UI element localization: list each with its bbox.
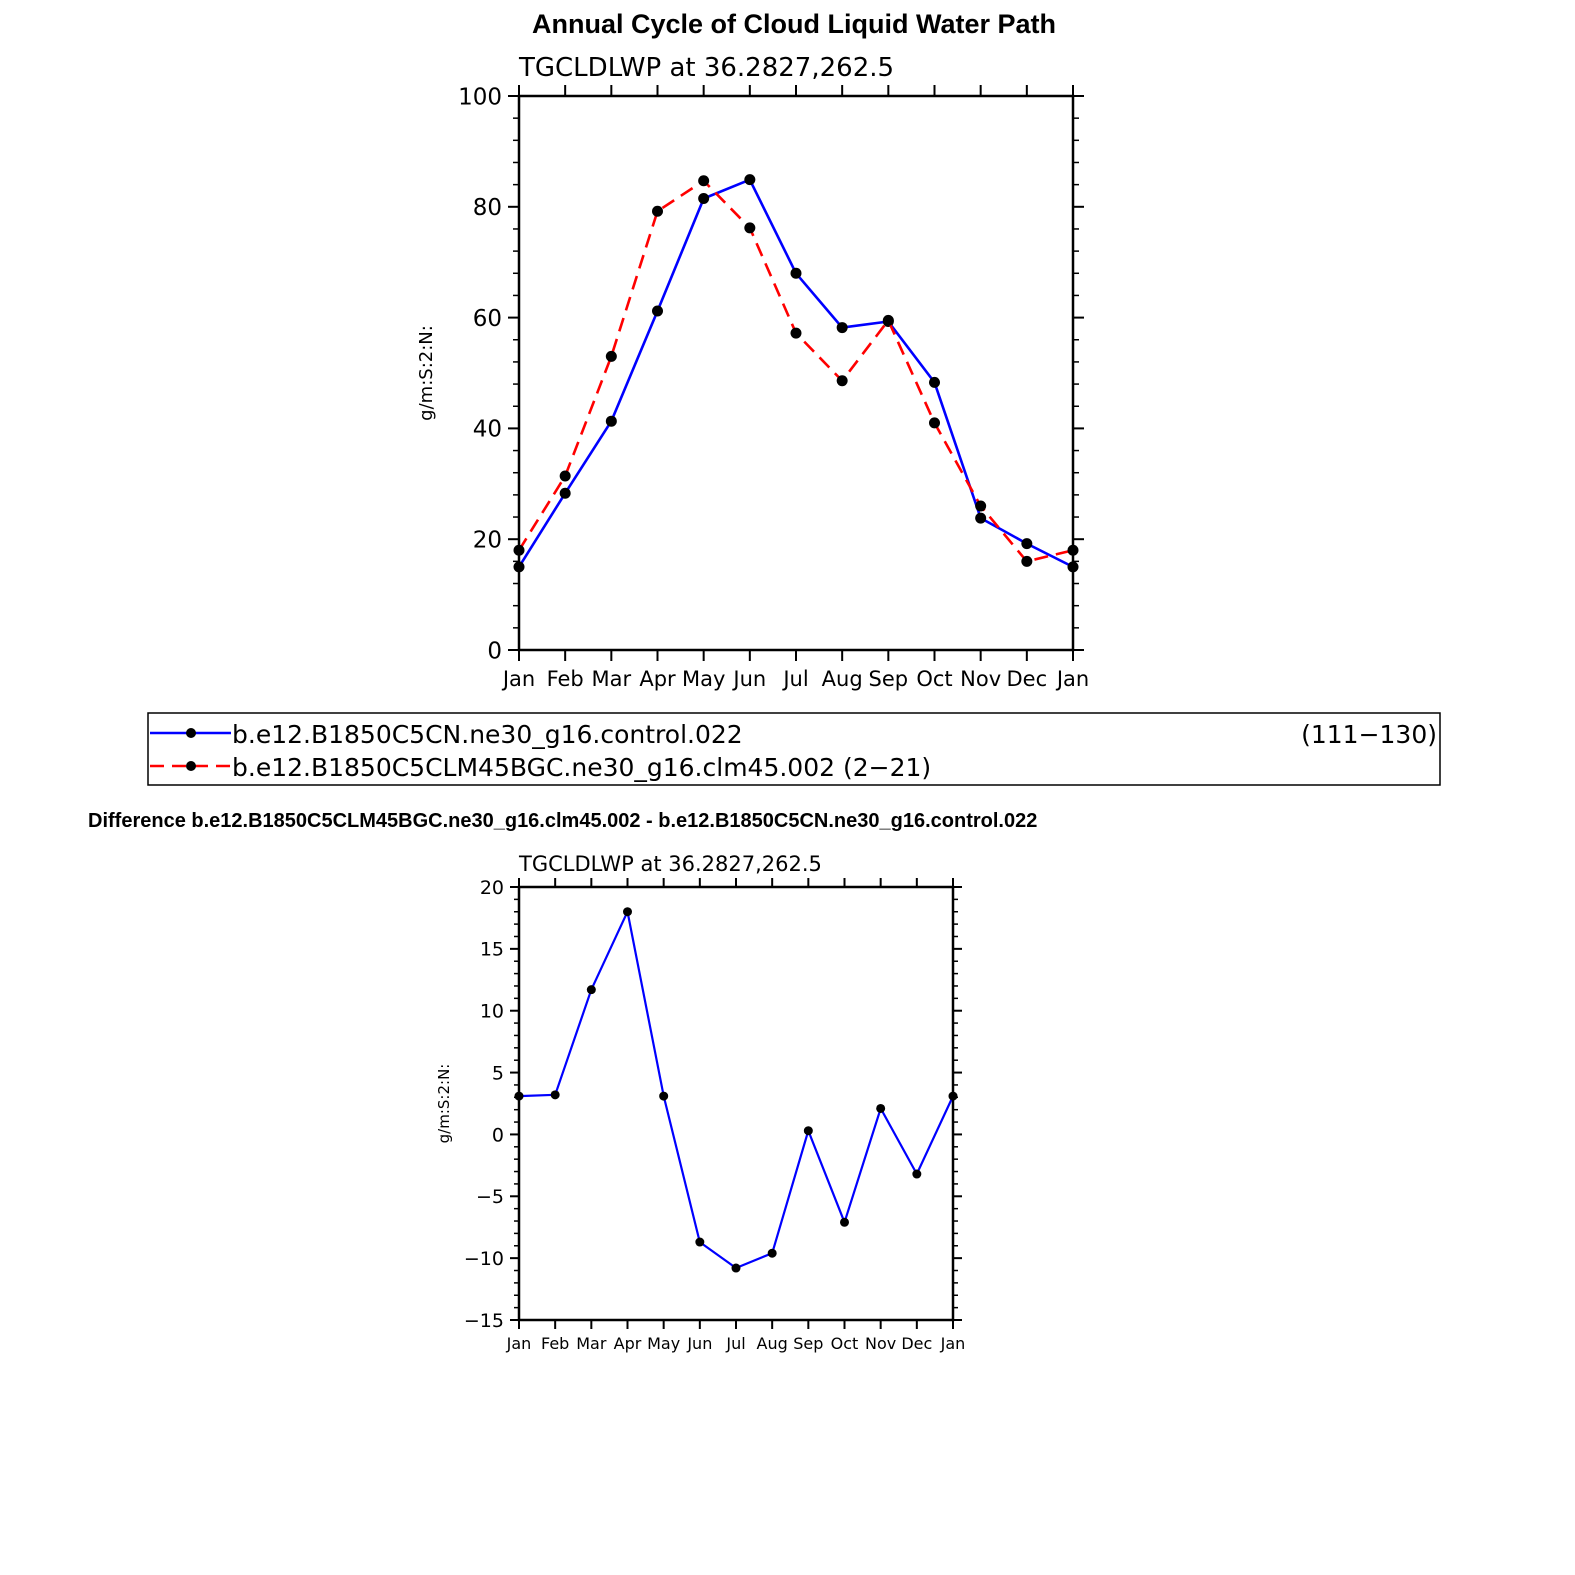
data-point-0 [513,561,525,573]
data-point-1 [882,314,894,326]
x-tick-label: Jan [940,1334,966,1353]
data-point-1 [975,500,987,512]
y-tick-label: 60 [473,306,502,332]
legend-suffix-control: (111−130) [1301,720,1437,749]
x-tick-label: Sep [869,667,909,691]
x-tick-label: Mar [592,667,632,691]
y-tick-label: 80 [473,195,502,221]
x-tick-label: Jul [781,667,808,691]
data-point-1 [744,222,756,234]
series-line-1 [517,179,1074,563]
x-tick-label: Mar [576,1334,607,1353]
data-point-0 [652,305,663,317]
y-tick-label: −5 [476,1186,504,1208]
data-point-0 [559,487,571,499]
x-tick-label: Oct [916,667,952,691]
data-point-1 [652,205,663,217]
x-tick-label: Nov [960,667,1001,691]
data-point-1 [1067,544,1079,556]
series-line-0 [518,910,954,1270]
x-tick-label: Jan [506,1334,532,1353]
data-point-0 [948,1091,958,1101]
x-tick-label: Feb [541,1334,569,1353]
data-point-0 [744,174,756,186]
data-point-0 [876,1103,886,1113]
y-tick-label: 10 [480,1001,504,1023]
x-tick-label: Jun [686,1334,712,1353]
chart-subtitle: TGCLDLWP at 36.2827,262.5 [518,852,822,876]
data-point-0 [659,1091,669,1101]
data-point-0 [836,322,848,334]
x-tick-label: Apr [614,1334,642,1353]
data-point-0 [698,192,710,204]
plot-frame [517,885,955,1322]
data-point-0 [803,1126,813,1136]
main-title: Annual Cycle of Cloud Liquid Water Path [532,9,1056,39]
y-tick-label: 0 [487,638,502,664]
x-tick-label: Oct [831,1334,859,1353]
data-point-0 [1021,538,1033,550]
chart-subtitle: TGCLDLWP at 36.2827,262.5 [518,53,894,83]
plot-frame [517,94,1075,652]
y-tick-label: −15 [464,1310,504,1332]
data-point-0 [840,1217,849,1227]
y-axis-label: g/m:S:2:N: [435,1064,453,1144]
data-point-0 [623,907,632,917]
y-tick-label: 0 [492,1124,504,1146]
x-tick-label: Feb [547,667,584,691]
data-point-1 [559,470,571,482]
data-point-0 [695,1237,705,1247]
data-point-0 [731,1263,741,1273]
x-tick-label: Dec [901,1334,932,1353]
x-tick-label: Sep [793,1334,823,1353]
legend-marker-clm45 [186,761,196,771]
x-tick-label: Jan [1055,667,1089,691]
data-point-0 [1067,561,1079,573]
data-point-0 [586,985,596,995]
legend-label-clm45: b.e12.B1850C5CLM45BGC.ne30_g16.clm45.002… [232,753,931,782]
y-tick-label: 20 [473,527,502,553]
legend-marker-control [186,728,196,738]
y-tick-label: 100 [458,84,502,110]
data-point-1 [1021,555,1033,567]
x-tick-label: Jul [725,1334,745,1353]
y-tick-label: 20 [480,877,504,899]
data-point-0 [975,512,987,524]
data-point-1 [836,375,848,387]
x-tick-label: May [682,667,725,691]
difference-line-chart: TGCLDLWP at 36.2827,262.5 g/m:S:2:N: −15 −1… [435,852,965,1353]
top-line-chart: TGCLDLWP at 36.2827,262.5 g/m:S:2:N: 0 20 40… [416,53,1089,691]
x-tick-label: Jan [501,667,535,691]
data-point-0 [767,1248,777,1258]
series-line-0 [517,178,1074,569]
y-tick-label: 15 [480,939,504,961]
data-point-0 [912,1169,922,1179]
data-point-0 [790,267,802,279]
y-axis-label: g/m:S:2:N: [416,325,437,421]
x-tick-label: Aug [822,667,863,691]
x-tick-label: Aug [757,1334,788,1353]
y-tick-label: −10 [464,1248,504,1270]
difference-title: Difference b.e12.B1850C5CLM45BGC.ne30_g1… [88,810,1037,832]
data-point-1 [513,544,525,556]
y-tick-label: 5 [492,1062,504,1084]
x-tick-label: May [647,1334,680,1353]
legend-label-control: b.e12.B1850C5CN.ne30_g16.control.022 [232,720,743,749]
x-tick-label: Nov [865,1334,896,1353]
data-point-0 [550,1090,560,1100]
data-point-0 [929,376,940,388]
x-tick-label: Jun [731,667,766,691]
data-point-1 [698,175,710,187]
x-tick-label: Apr [639,667,676,691]
y-tick-label: 40 [473,417,502,443]
legend: b.e12.B1850C5CN.ne30_g16.control.022 (11… [147,712,1441,786]
x-tick-label: Dec [1007,667,1048,691]
data-point-1 [790,327,802,339]
data-point-1 [605,350,617,362]
data-point-0 [605,415,617,427]
legend-frame [147,712,1441,786]
data-point-0 [514,1091,524,1101]
data-point-1 [929,417,940,429]
